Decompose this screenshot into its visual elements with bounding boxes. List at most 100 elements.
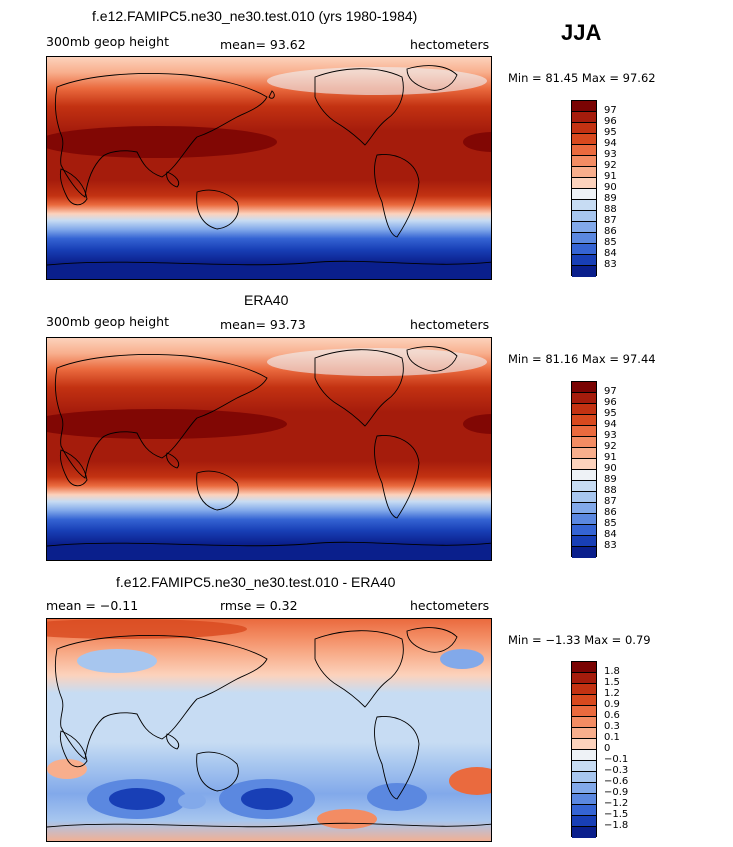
colorbar-tick-label: −1.5 [604, 809, 629, 820]
colorbar-swatch [572, 426, 596, 437]
colorbar-swatch [572, 783, 596, 794]
colorbar-swatch [572, 382, 596, 393]
colorbar-swatch [572, 695, 596, 706]
colorbar-tick-label: 93 [604, 149, 617, 160]
colorbar-swatch [572, 233, 596, 244]
colorbar-tick-label: 88 [604, 485, 617, 496]
colorbar-tick-label: 95 [604, 408, 617, 419]
panel1-minmax: Min = 81.45 Max = 97.62 [508, 71, 656, 85]
colorbar-tick-label: 94 [604, 138, 617, 149]
colorbar-swatch [572, 393, 596, 404]
colorbar-tick-label: 86 [604, 226, 617, 237]
colorbar-swatch [572, 101, 596, 112]
colorbar-tick-label: 97 [604, 386, 617, 397]
colorbar-swatch [572, 244, 596, 255]
colorbar-tick-label: 86 [604, 507, 617, 518]
colorbar-tick-label: 87 [604, 496, 617, 507]
colorbar-tick-label: 88 [604, 204, 617, 215]
colorbar-swatch [572, 266, 596, 277]
panel3-colorbar [571, 661, 597, 838]
colorbar-tick-label: 95 [604, 127, 617, 138]
panel1-colorbar [571, 100, 597, 277]
colorbar-tick-label: 87 [604, 215, 617, 226]
colorbar-tick-label: −1.8 [604, 820, 629, 831]
colorbar-tick-label: −0.1 [604, 754, 629, 765]
colorbar-tick-label: −0.9 [604, 787, 629, 798]
colorbar-swatch [572, 772, 596, 783]
panel1-map [46, 56, 492, 280]
colorbar-swatch [572, 481, 596, 492]
colorbar-tick-label: 1.5 [604, 677, 620, 688]
panel2-units-label: hectometers [410, 317, 490, 332]
colorbar-swatch [572, 189, 596, 200]
colorbar-tick-label: 91 [604, 171, 617, 182]
colorbar-swatch [572, 805, 596, 816]
colorbar-swatch [572, 662, 596, 673]
colorbar-swatch [572, 536, 596, 547]
colorbar-tick-label: 85 [604, 518, 617, 529]
panel1-title: f.e12.FAMIPC5.ne30_ne30.test.010 (yrs 19… [92, 8, 418, 24]
panel3-minmax: Min = −1.33 Max = 0.79 [508, 633, 651, 647]
panel3-mean-label: mean = −0.11 [46, 598, 139, 613]
colorbar-swatch [572, 470, 596, 481]
colorbar-tick-label: 1.8 [604, 666, 620, 677]
colorbar-swatch [572, 156, 596, 167]
colorbar-swatch [572, 222, 596, 233]
colorbar-swatch [572, 761, 596, 772]
panel2-title: ERA40 [244, 292, 289, 308]
colorbar-swatch [572, 728, 596, 739]
colorbar-tick-label: 0.6 [604, 710, 620, 721]
panel1-units-label: hectometers [410, 37, 490, 52]
colorbar-tick-label: 92 [604, 160, 617, 171]
colorbar-tick-label: 83 [604, 540, 617, 551]
colorbar-swatch [572, 706, 596, 717]
colorbar-swatch [572, 827, 596, 838]
panel2-minmax: Min = 81.16 Max = 97.44 [508, 352, 656, 366]
colorbar-tick-label: 91 [604, 452, 617, 463]
colorbar-tick-label: 92 [604, 441, 617, 452]
colorbar-swatch [572, 816, 596, 827]
colorbar-tick-label: 0.9 [604, 699, 620, 710]
colorbar-tick-label: 90 [604, 182, 617, 193]
season-label: JJA [561, 20, 602, 45]
colorbar-tick-label: −0.6 [604, 776, 629, 787]
colorbar-swatch [572, 673, 596, 684]
colorbar-swatch [572, 200, 596, 211]
colorbar-swatch [572, 448, 596, 459]
colorbar-swatch [572, 547, 596, 558]
panel3-units-label: hectometers [410, 598, 490, 613]
panel3-rmse-label: rmse = 0.32 [220, 598, 298, 613]
panel1-variable-label: 300mb geop height [46, 34, 169, 49]
colorbar-tick-label: 0 [604, 743, 611, 754]
panel2-variable-label: 300mb geop height [46, 314, 169, 329]
colorbar-swatch [572, 514, 596, 525]
colorbar-tick-label: 93 [604, 430, 617, 441]
colorbar-swatch [572, 684, 596, 695]
colorbar-swatch [572, 492, 596, 503]
colorbar-tick-label: 97 [604, 105, 617, 116]
colorbar-swatch [572, 255, 596, 266]
colorbar-swatch [572, 794, 596, 805]
colorbar-tick-label: 96 [604, 397, 617, 408]
colorbar-tick-label: 89 [604, 193, 617, 204]
colorbar-tick-label: 0.1 [604, 732, 620, 743]
colorbar-swatch [572, 211, 596, 222]
panel2-mean-label: mean= 93.73 [220, 317, 306, 332]
panel3-map [46, 618, 492, 842]
colorbar-swatch [572, 525, 596, 536]
colorbar-swatch [572, 123, 596, 134]
colorbar-swatch [572, 437, 596, 448]
panel1-mean-label: mean= 93.62 [220, 37, 306, 52]
colorbar-tick-label: 84 [604, 529, 617, 540]
colorbar-tick-label: 89 [604, 474, 617, 485]
colorbar-swatch [572, 145, 596, 156]
colorbar-tick-label: 90 [604, 463, 617, 474]
colorbar-tick-label: 85 [604, 237, 617, 248]
colorbar-tick-label: 94 [604, 419, 617, 430]
colorbar-tick-label: 0.3 [604, 721, 620, 732]
colorbar-tick-label: 83 [604, 259, 617, 270]
colorbar-swatch [572, 134, 596, 145]
panel2-colorbar [571, 381, 597, 558]
colorbar-swatch [572, 178, 596, 189]
colorbar-swatch [572, 503, 596, 514]
